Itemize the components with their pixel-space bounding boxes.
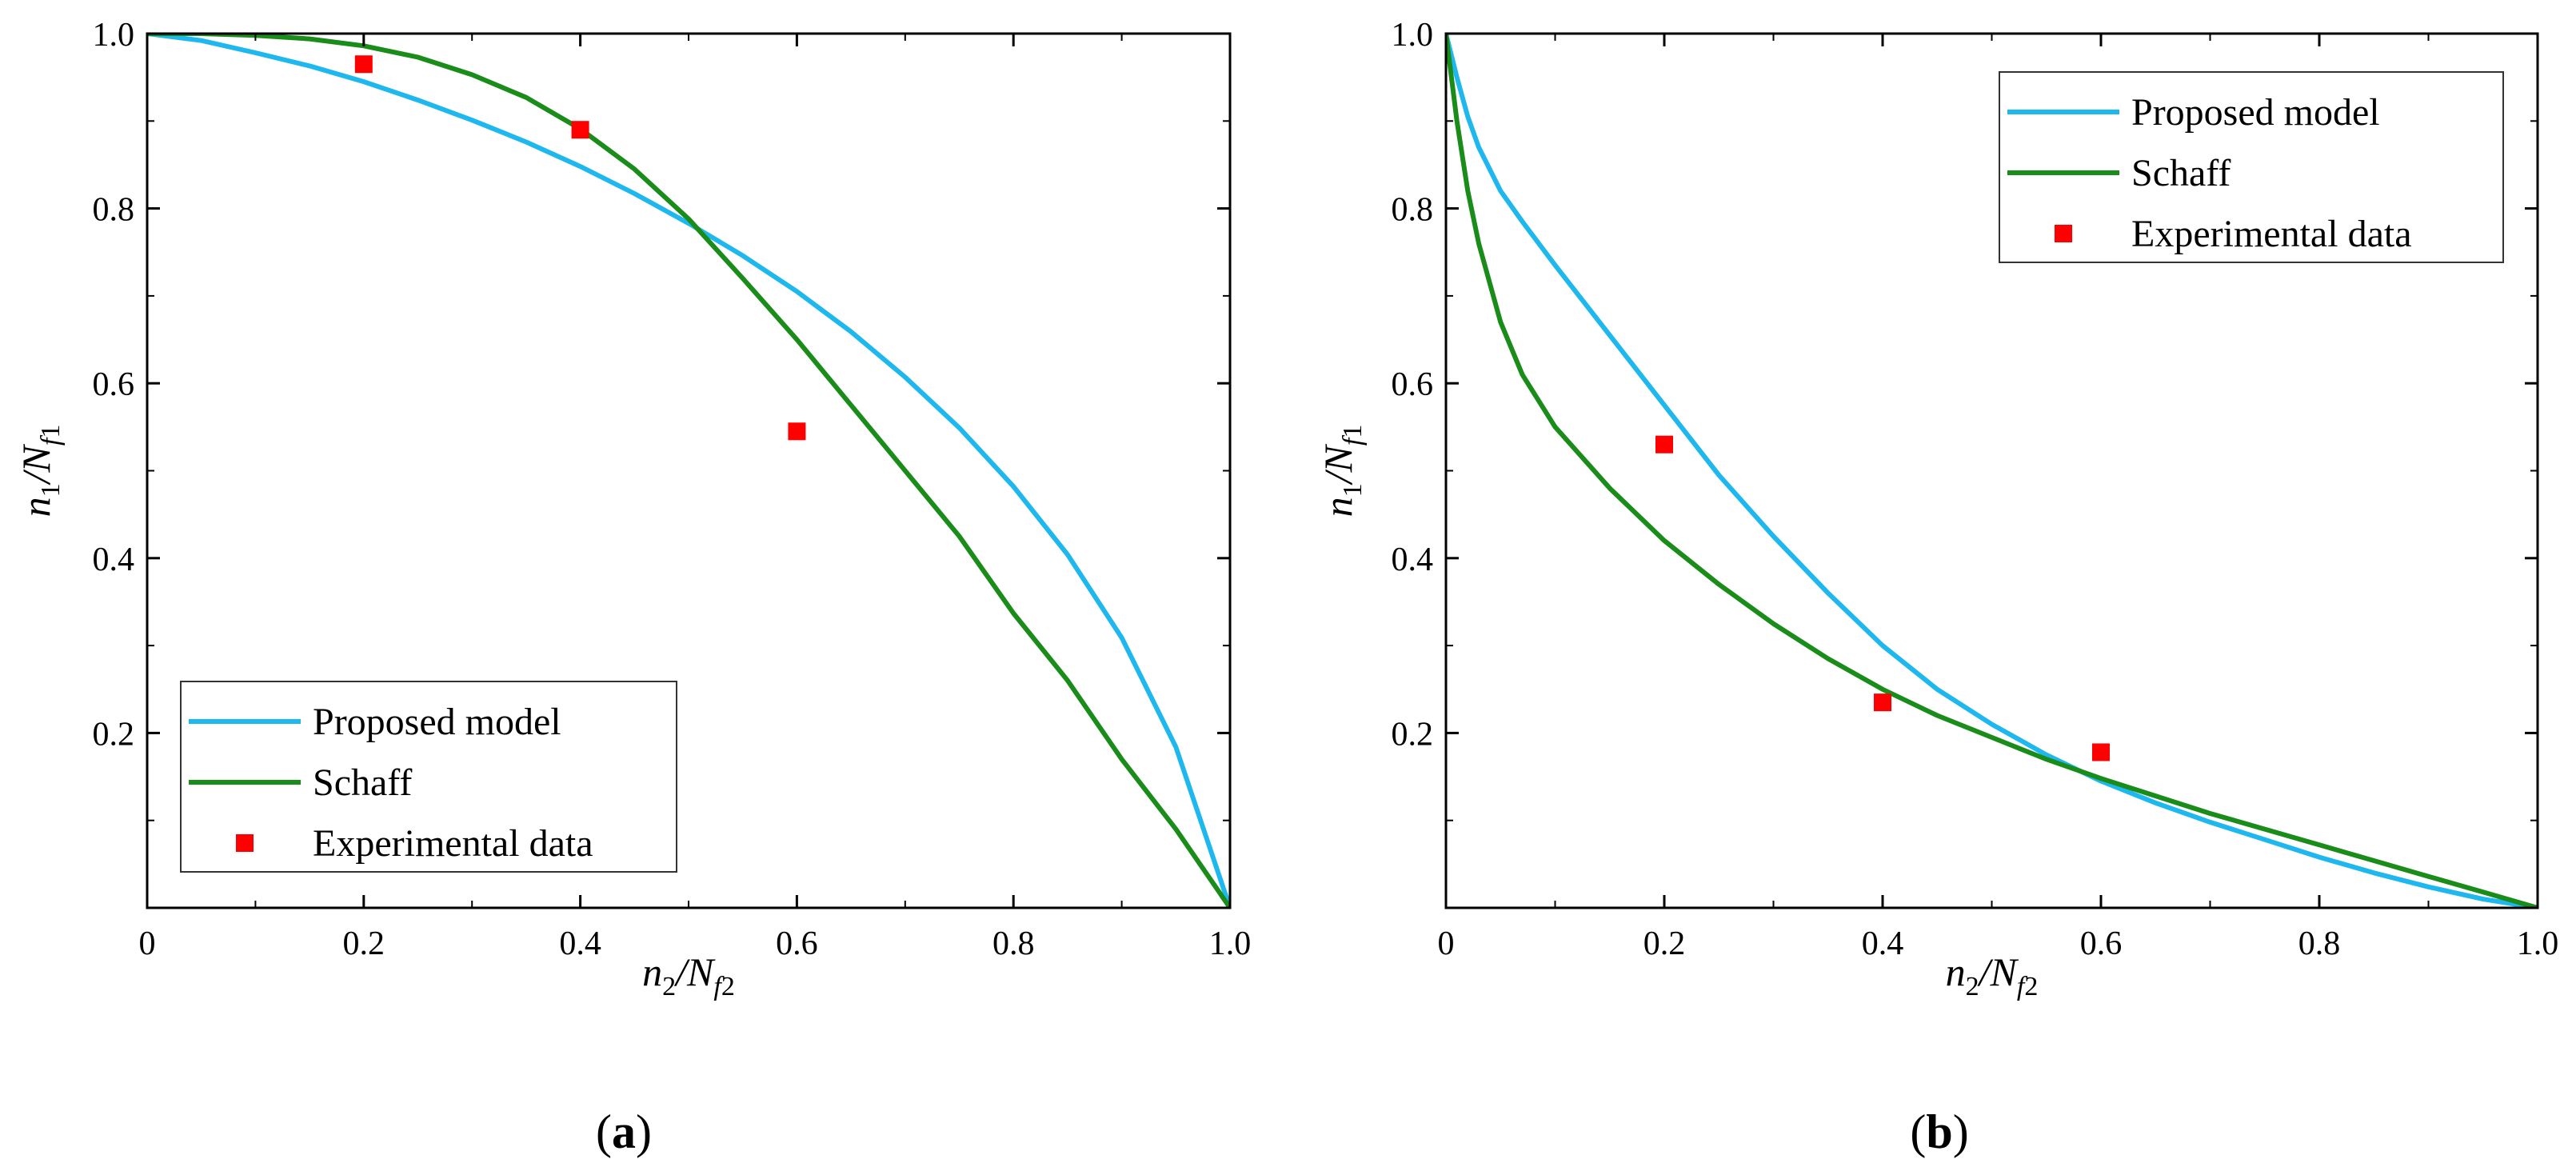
series-line-schaff — [1446, 34, 2538, 908]
y-tick-label: 0.4 — [93, 542, 135, 578]
x-tick-label: 0 — [1438, 925, 1455, 962]
legend-label: Schaff — [2131, 152, 2231, 194]
y-tick-label: 0.6 — [93, 366, 135, 403]
series-line-proposed-model — [1446, 34, 2538, 908]
x-tick-label: 0.6 — [776, 925, 818, 962]
data-point-experimental — [788, 422, 806, 441]
y-tick-label: 0.6 — [1392, 366, 1434, 403]
y-axis-label: n1/Nf1 — [1316, 425, 1368, 518]
x-tick-label: 0.2 — [1643, 925, 1686, 962]
legend-box — [180, 681, 677, 873]
data-point-experimental — [1655, 435, 1673, 454]
y-tick-label: 0.2 — [93, 716, 135, 753]
data-point-experimental — [354, 55, 373, 74]
x-axis-label: n2/Nf2 — [642, 949, 735, 1001]
legend-label: Proposed model — [2131, 91, 2380, 134]
y-tick-label: 0.2 — [1392, 716, 1434, 753]
y-tick-label: 1.0 — [93, 17, 135, 54]
y-tick-label: 0.4 — [1392, 542, 1434, 578]
x-tick-label: 1.0 — [1209, 925, 1252, 962]
x-tick-label: 0.6 — [2080, 925, 2123, 962]
x-tick-label: 0.4 — [559, 925, 601, 962]
legend-swatch-marker — [236, 834, 254, 852]
legend-label: Experimental data — [313, 822, 593, 865]
x-tick-label: 0.8 — [992, 925, 1035, 962]
panel-caption: (a) — [596, 1105, 652, 1158]
panel-caption: (b) — [1910, 1105, 1968, 1158]
y-tick-label: 1.0 — [1392, 17, 1434, 54]
data-point-experimental — [571, 121, 589, 139]
series-line-proposed-model — [147, 34, 1230, 908]
x-tick-label: 0.2 — [343, 925, 385, 962]
x-tick-label: 0.8 — [2298, 925, 2341, 962]
legend-swatch-marker — [2055, 225, 2072, 242]
legend: Proposed model Schaff Experimental data — [1999, 71, 2504, 263]
legend-label: Proposed model — [313, 701, 561, 743]
y-tick-label: 0.8 — [93, 192, 135, 229]
y-tick-label: 0.8 — [1392, 192, 1434, 229]
chart-panel-b: 0 0.2 0.4 0.6 0.8 1.0 0.2 0.4 0.6 0.8 1.0 n2/Nf2 n1/… — [1316, 17, 2558, 1158]
data-point-experimental — [2092, 743, 2110, 761]
y-axis-label: n1/Nf1 — [14, 425, 66, 518]
legend-label: Schaff — [313, 761, 412, 804]
legend: Proposed model Schaff Experimental data — [180, 681, 677, 873]
legend-label: Experimental data — [2131, 213, 2412, 255]
data-point-experimental — [1874, 693, 1891, 712]
x-tick-label: 0 — [139, 925, 156, 962]
chart-panel-a: 0 0.2 0.4 0.6 0.8 1.0 0.2 0.4 0.6 0.8 1.0 n2/Nf2 n1/… — [14, 17, 1251, 1158]
series-line-schaff — [147, 34, 1230, 908]
x-axis-label: n2/Nf2 — [1946, 949, 2039, 1001]
legend-box — [1999, 71, 2504, 263]
x-tick-label: 0.4 — [1862, 925, 1904, 962]
x-tick-label: 1.0 — [2517, 925, 2559, 962]
